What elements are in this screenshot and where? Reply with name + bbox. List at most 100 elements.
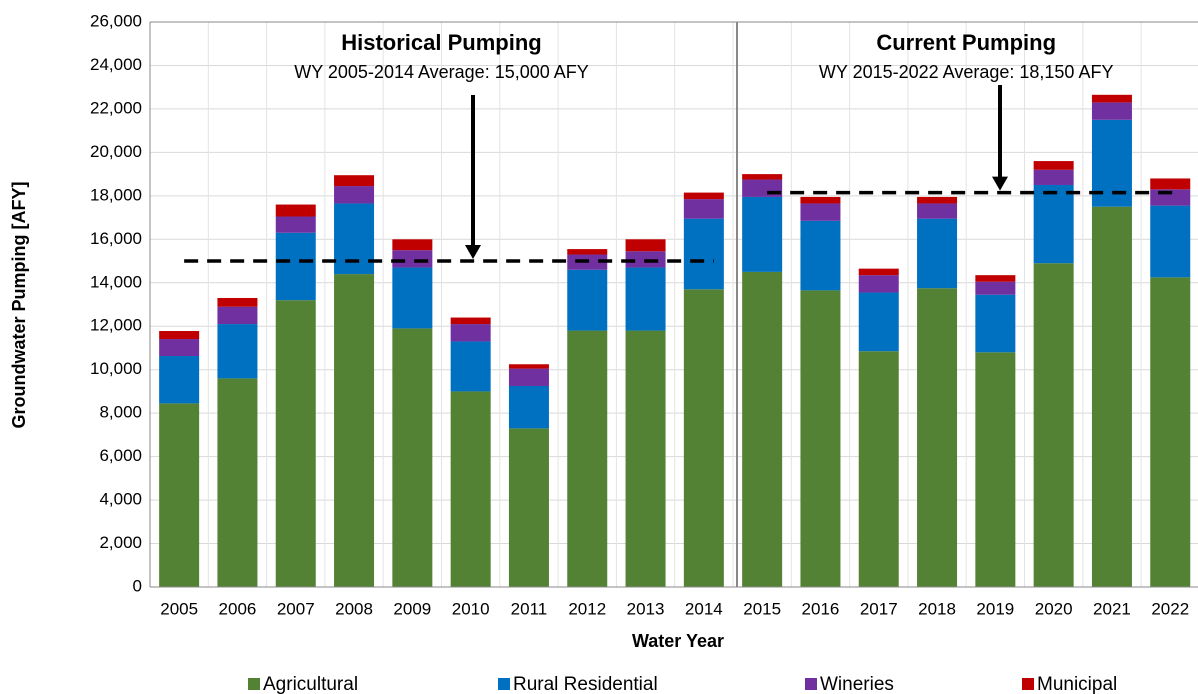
bar-segment	[858, 292, 899, 352]
x-tick-label: 2009	[393, 599, 431, 618]
bar-segment	[334, 175, 375, 187]
x-tick-label: 2020	[1035, 599, 1073, 618]
legend-swatch	[248, 678, 260, 690]
y-tick-label: 22,000	[90, 98, 142, 117]
bar-segment	[159, 356, 200, 404]
x-axis-label: Water Year	[632, 631, 724, 651]
bar-segment	[159, 331, 200, 340]
bar-segment	[1033, 263, 1074, 587]
bar-segment	[450, 391, 491, 587]
bar-segment	[625, 330, 666, 587]
bar-segment	[450, 324, 491, 342]
bar-segment	[392, 267, 433, 329]
bar-segment	[917, 288, 958, 587]
bar-segment	[450, 317, 491, 325]
bar-segment	[1091, 94, 1132, 103]
bar-segment	[1150, 277, 1191, 587]
bar-segment	[508, 385, 549, 429]
period-title: Historical Pumping	[341, 30, 541, 55]
bar-segment	[625, 239, 666, 252]
bar-segment	[334, 203, 375, 275]
x-tick-label: 2006	[219, 599, 257, 618]
y-tick-label: 24,000	[90, 55, 142, 74]
bar-segment	[508, 368, 549, 386]
bar-segment	[217, 324, 258, 379]
bar-segment	[567, 269, 608, 331]
bar-segment	[392, 239, 433, 251]
y-tick-label: 4,000	[99, 490, 142, 509]
bar-segment	[392, 250, 433, 268]
y-tick-label: 12,000	[90, 316, 142, 335]
legend-label: Agricultural	[263, 674, 358, 694]
bar-segment	[742, 196, 783, 272]
bar-segment	[975, 281, 1016, 295]
bar-segment	[683, 289, 724, 587]
bar-segment	[275, 216, 316, 233]
x-tick-label: 2021	[1093, 599, 1131, 618]
bar-segment	[683, 199, 724, 219]
bar-segment	[742, 271, 783, 587]
bar-segment	[450, 341, 491, 392]
x-tick-label: 2010	[452, 599, 490, 618]
bar-segment	[858, 275, 899, 293]
bar-segment	[217, 378, 258, 587]
y-tick-label: 26,000	[90, 11, 142, 30]
period-subtitle: WY 2005-2014 Average: 15,000 AFY	[294, 62, 589, 82]
x-tick-label: 2012	[568, 599, 606, 618]
legend-label: Wineries	[820, 674, 894, 694]
bar-segment	[567, 249, 608, 255]
bar-segment	[800, 290, 841, 587]
x-tick-label: 2013	[627, 599, 665, 618]
legend-label: Municipal	[1037, 674, 1117, 694]
x-tick-label: 2017	[860, 599, 898, 618]
bar-segment	[800, 220, 841, 291]
bar-segment	[683, 192, 724, 200]
bar-segment	[858, 268, 899, 276]
bar-segment	[683, 218, 724, 290]
bar-segment	[217, 297, 258, 307]
legend-label: Rural Residential	[513, 674, 658, 694]
y-tick-label: 14,000	[90, 272, 142, 291]
bar-segment	[975, 275, 1016, 282]
bar-segment	[1033, 161, 1074, 170]
bar-segment	[1150, 205, 1191, 278]
bar-segment	[392, 328, 433, 587]
bar-segment	[275, 300, 316, 587]
bar-segment	[1150, 178, 1191, 190]
y-tick-label: 16,000	[90, 229, 142, 248]
x-tick-label: 2015	[743, 599, 781, 618]
x-tick-label: 2018	[918, 599, 956, 618]
y-tick-label: 0	[133, 576, 142, 595]
bar-segment	[159, 403, 200, 587]
bar-segment	[975, 294, 1016, 353]
bar-segment	[742, 174, 783, 180]
x-tick-label: 2019	[976, 599, 1014, 618]
bar-segment	[858, 351, 899, 587]
legend-swatch	[805, 678, 817, 690]
y-tick-label: 10,000	[90, 359, 142, 378]
bar-segment	[334, 186, 375, 204]
bar-segment	[625, 267, 666, 331]
x-tick-label: 2011	[511, 599, 548, 618]
bar-segment	[1033, 169, 1074, 185]
bar-segment	[917, 218, 958, 289]
legend-swatch	[498, 678, 510, 690]
y-tick-label: 20,000	[90, 142, 142, 161]
bar-segment	[1091, 206, 1132, 587]
y-axis-label: Groundwater Pumping [AFY]	[9, 182, 29, 429]
bar-segment	[800, 203, 841, 221]
period-title: Current Pumping	[876, 30, 1056, 55]
x-tick-label: 2007	[277, 599, 315, 618]
y-tick-label: 8,000	[99, 403, 142, 422]
y-tick-label: 18,000	[90, 185, 142, 204]
x-tick-label: 2016	[802, 599, 840, 618]
arrow-head	[992, 176, 1008, 191]
x-tick-label: 2008	[335, 599, 373, 618]
arrow-head	[465, 245, 481, 260]
bar-segment	[1091, 102, 1132, 120]
bar-segment	[159, 339, 200, 357]
bar-segment	[917, 203, 958, 219]
y-tick-label: 2,000	[99, 533, 142, 552]
bar-segment	[217, 306, 258, 325]
